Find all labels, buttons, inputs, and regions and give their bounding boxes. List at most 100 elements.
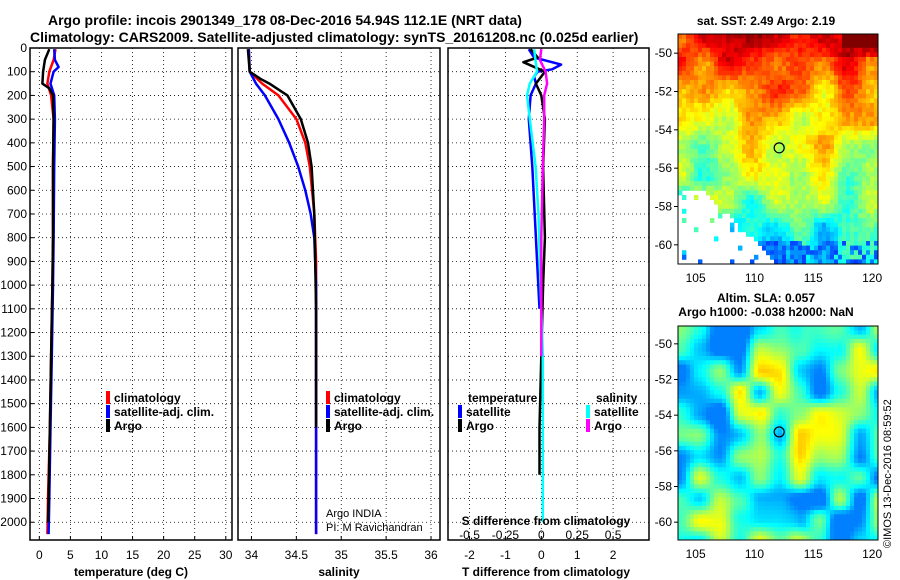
map-cell <box>802 347 807 353</box>
map-cell <box>862 218 867 223</box>
map-cell <box>818 364 823 370</box>
map-cell <box>782 89 787 95</box>
map-cell <box>770 167 775 173</box>
map-cell <box>818 158 823 164</box>
map-cell <box>730 80 735 85</box>
map-cell <box>706 458 711 464</box>
map-cell <box>814 462 819 468</box>
map-cell <box>874 61 879 67</box>
map-cell <box>698 364 703 370</box>
map-cell <box>762 89 767 95</box>
map-cell <box>718 66 723 72</box>
map-cell <box>842 112 847 118</box>
map-cell <box>766 334 771 340</box>
map-cell <box>750 52 755 58</box>
x-tick-label: 25 <box>188 548 202 562</box>
map-cell <box>870 84 875 90</box>
map-cell <box>846 57 851 62</box>
map-cell <box>794 61 799 67</box>
map-cell <box>858 411 863 417</box>
legend-label-t-argo: Argo <box>466 419 494 433</box>
y-tick-label: 100 <box>7 65 27 79</box>
map-cell <box>794 450 799 455</box>
map-cell <box>846 368 851 374</box>
map-cell <box>830 153 835 159</box>
map-cell <box>834 484 839 490</box>
map-cell <box>766 462 771 468</box>
map-cell <box>846 514 851 519</box>
map-cell <box>766 66 771 72</box>
map-cell <box>750 355 755 361</box>
map-cell <box>770 420 775 425</box>
map-cell <box>862 343 867 348</box>
map-cell <box>818 480 823 485</box>
map-cell <box>738 428 743 434</box>
map-y-tick-label: -56 <box>655 161 673 175</box>
map-cell <box>678 334 683 340</box>
map-cell <box>714 428 719 434</box>
map-cell <box>706 167 711 173</box>
map-cell <box>846 126 851 131</box>
map-cell <box>870 153 875 159</box>
map-cell <box>782 330 787 335</box>
map-cell <box>778 505 783 511</box>
map-cell <box>818 433 823 438</box>
map-cell <box>698 162 703 168</box>
map-cell <box>694 158 699 164</box>
map-cell <box>714 330 719 335</box>
map-cell <box>678 390 683 395</box>
map-cell <box>818 259 823 265</box>
map-cell <box>770 411 775 417</box>
map-cell <box>678 471 683 477</box>
map-cell <box>730 222 735 228</box>
map-cell <box>834 195 839 200</box>
map-cell <box>698 415 703 421</box>
map-cell <box>742 135 747 141</box>
map-cell <box>738 522 743 528</box>
map-cell <box>862 158 867 164</box>
map-cell <box>826 144 831 150</box>
map-cell <box>710 394 715 400</box>
map-cell <box>702 162 707 168</box>
map-cell <box>750 167 755 173</box>
map-cell <box>810 93 815 99</box>
map-cell <box>718 531 723 537</box>
map-cell <box>826 70 831 76</box>
map-cell <box>718 130 723 136</box>
map-cell <box>854 398 859 404</box>
map-cell <box>734 501 739 507</box>
map-cell <box>866 373 871 378</box>
map-cell <box>862 167 867 173</box>
map-cell <box>814 181 819 187</box>
map-cell <box>858 116 863 122</box>
map-cell <box>774 34 779 39</box>
map-cell <box>830 66 835 72</box>
map-cell <box>702 355 707 361</box>
map-cell <box>814 38 819 44</box>
map-cell <box>786 475 791 481</box>
map-cell <box>686 394 691 400</box>
map-cell <box>758 420 763 425</box>
map-cell <box>822 167 827 173</box>
map-cell <box>718 514 723 519</box>
map-cell <box>754 195 759 200</box>
map-cell <box>826 204 831 210</box>
map-cell <box>746 437 751 442</box>
map-cell <box>822 250 827 256</box>
map-cell <box>790 394 795 400</box>
map-cell <box>758 373 763 378</box>
map-cell <box>698 181 703 187</box>
map-cell <box>706 75 711 81</box>
map-cell <box>742 80 747 85</box>
map-cell <box>870 126 875 131</box>
map-cell <box>738 70 743 76</box>
map-cell <box>714 185 719 191</box>
map-cell <box>686 80 691 85</box>
map-cell <box>706 351 711 357</box>
map-cell <box>798 475 803 481</box>
map-cell <box>786 330 791 335</box>
map-cell <box>710 411 715 417</box>
map-cell <box>794 415 799 421</box>
map-y-tick-label: -58 <box>655 200 673 214</box>
map-cell <box>710 112 715 118</box>
